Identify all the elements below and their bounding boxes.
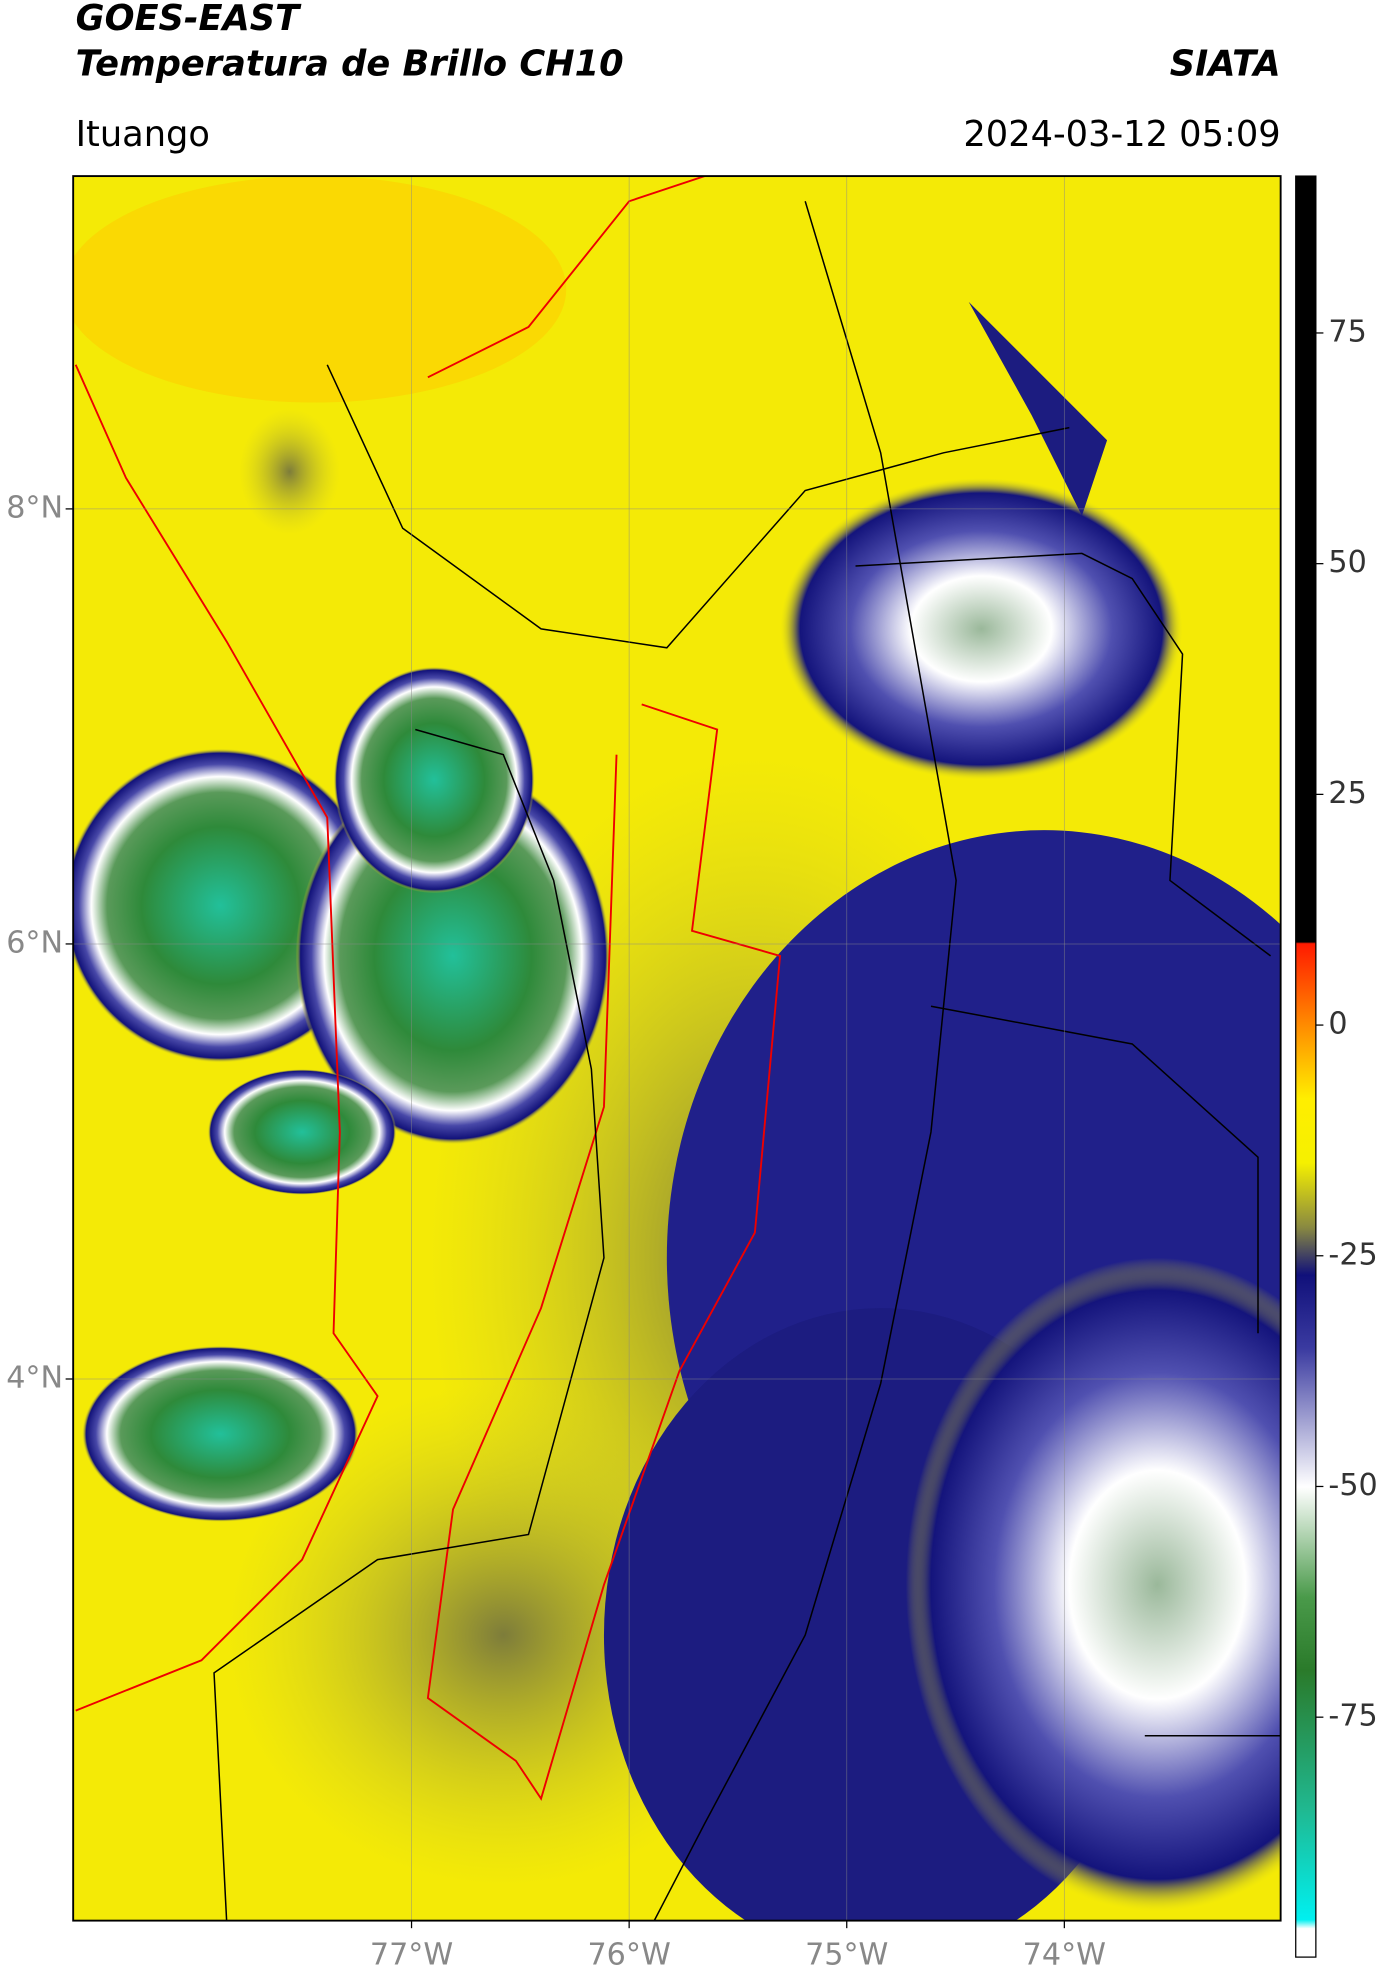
colorbar-tick-label: 0 <box>1328 1007 1347 1042</box>
source: SIATA <box>1170 43 1281 84</box>
colorbar-tick-label: -25 <box>1328 1237 1377 1272</box>
colorbar-tick-label: 25 <box>1328 776 1366 811</box>
x-tick-label: 74°W <box>1023 1937 1106 1972</box>
map-image <box>73 176 1281 1921</box>
y-tick-label: 6°N <box>6 925 63 960</box>
datetime: 2024-03-12 05:09 <box>963 114 1280 155</box>
location: Ituango <box>76 114 210 155</box>
colorbar-tick-label: -75 <box>1328 1699 1377 1734</box>
x-tick-label: 77°W <box>370 1937 453 1972</box>
x-tick-label: 76°W <box>587 1937 670 1972</box>
colorbar <box>1295 175 1317 1958</box>
colorbar-tick-label: 50 <box>1328 545 1366 580</box>
map-frame <box>72 175 1282 1922</box>
colorbar-tick-label: -50 <box>1328 1468 1377 1503</box>
x-tick-label: 75°W <box>805 1937 888 1972</box>
grid <box>73 176 1281 1921</box>
y-tick-label: 4°N <box>6 1360 63 1395</box>
title: GOES-EAST <box>76 0 302 39</box>
subtitle: Temperatura de Brillo CH10 <box>76 43 624 84</box>
colorbar-tick-label: 75 <box>1328 314 1366 349</box>
y-tick-label: 8°N <box>6 490 63 525</box>
